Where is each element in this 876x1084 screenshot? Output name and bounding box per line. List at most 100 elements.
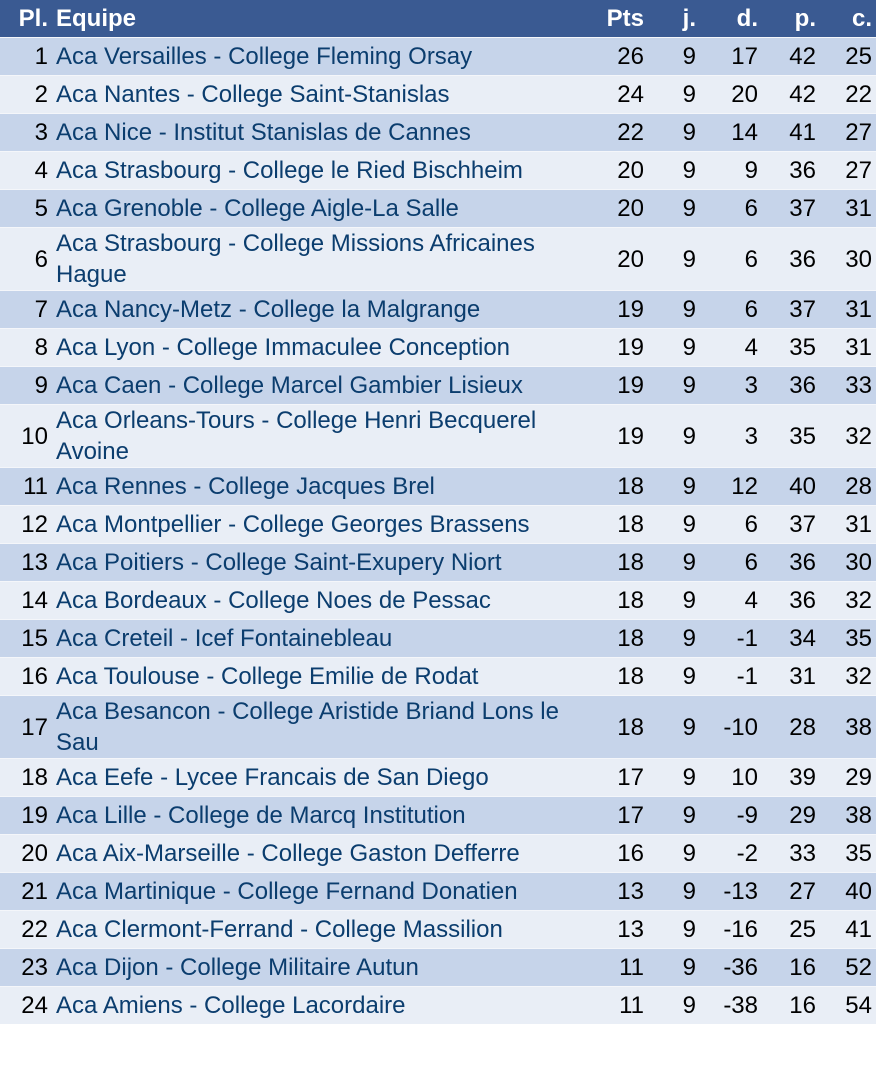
table-row: 7 Aca Nancy-Metz - College la Malgrange 19…	[0, 290, 876, 329]
cell-points: 26	[584, 37, 648, 76]
header-played[interactable]: j.	[648, 0, 700, 38]
cell-for: 42	[762, 75, 820, 114]
table-row: 16 Aca Toulouse - College Emilie de Rodat…	[0, 657, 876, 696]
cell-against: 35	[820, 834, 876, 873]
cell-difference: -2	[700, 834, 762, 873]
cell-team[interactable]: Aca Montpellier - College Georges Brasse…	[52, 505, 584, 544]
cell-difference: 4	[700, 581, 762, 620]
cell-place: 1	[0, 37, 52, 76]
cell-place: 22	[0, 910, 52, 949]
cell-team[interactable]: Aca Lille - College de Marcq Institution	[52, 796, 584, 835]
cell-for: 29	[762, 796, 820, 835]
cell-team[interactable]: Aca Nancy-Metz - College la Malgrange	[52, 290, 584, 329]
cell-for: 16	[762, 948, 820, 987]
cell-team[interactable]: Aca Lyon - College Immaculee Conception	[52, 328, 584, 367]
cell-place: 10	[0, 404, 52, 468]
cell-team[interactable]: Aca Clermont-Ferrand - College Massilion	[52, 910, 584, 949]
cell-against: 32	[820, 404, 876, 468]
cell-team[interactable]: Aca Poitiers - College Saint-Exupery Nio…	[52, 543, 584, 582]
cell-team[interactable]: Aca Strasbourg - College le Ried Bischhe…	[52, 151, 584, 190]
cell-difference: 14	[700, 113, 762, 152]
header-for[interactable]: p.	[762, 0, 820, 38]
cell-for: 16	[762, 986, 820, 1024]
cell-difference: 12	[700, 467, 762, 506]
cell-place: 21	[0, 872, 52, 911]
cell-place: 18	[0, 758, 52, 797]
cell-place: 20	[0, 834, 52, 873]
cell-points: 17	[584, 758, 648, 797]
cell-played: 9	[648, 505, 700, 544]
cell-difference: -36	[700, 948, 762, 987]
cell-difference: 6	[700, 290, 762, 329]
cell-against: 27	[820, 113, 876, 152]
cell-for: 25	[762, 910, 820, 949]
cell-played: 9	[648, 619, 700, 658]
cell-for: 40	[762, 467, 820, 506]
cell-team[interactable]: Aca Bordeaux - College Noes de Pessac	[52, 581, 584, 620]
cell-played: 9	[648, 948, 700, 987]
header-points[interactable]: Pts	[584, 0, 648, 38]
table-row: 5 Aca Grenoble - College Aigle-La Salle 20…	[0, 189, 876, 228]
cell-played: 9	[648, 404, 700, 468]
cell-team[interactable]: Aca Orleans-Tours - College Henri Becque…	[52, 404, 584, 468]
table-row: 8 Aca Lyon - College Immaculee Conception…	[0, 328, 876, 367]
cell-played: 9	[648, 986, 700, 1024]
cell-team[interactable]: Aca Creteil - Icef Fontainebleau	[52, 619, 584, 658]
cell-against: 32	[820, 581, 876, 620]
cell-place: 8	[0, 328, 52, 367]
cell-place: 3	[0, 113, 52, 152]
cell-played: 9	[648, 834, 700, 873]
cell-team[interactable]: Aca Versailles - College Fleming Orsay	[52, 37, 584, 76]
cell-against: 54	[820, 986, 876, 1024]
table-row: 20 Aca Aix-Marseille - College Gaston Def…	[0, 834, 876, 873]
header-place[interactable]: Pl.	[0, 0, 52, 38]
cell-against: 52	[820, 948, 876, 987]
cell-team[interactable]: Aca Toulouse - College Emilie de Rodat	[52, 657, 584, 696]
cell-played: 9	[648, 151, 700, 190]
cell-team[interactable]: Aca Amiens - College Lacordaire	[52, 986, 584, 1024]
table-row: 9 Aca Caen - College Marcel Gambier Lisie…	[0, 366, 876, 405]
cell-for: 36	[762, 151, 820, 190]
cell-against: 38	[820, 796, 876, 835]
cell-played: 9	[648, 543, 700, 582]
cell-for: 31	[762, 657, 820, 696]
cell-difference: 3	[700, 366, 762, 405]
cell-team[interactable]: Aca Strasbourg - College Missions Africa…	[52, 227, 584, 291]
cell-difference: 6	[700, 227, 762, 291]
cell-team[interactable]: Aca Rennes - College Jacques Brel	[52, 467, 584, 506]
cell-team[interactable]: Aca Besancon - College Aristide Briand L…	[52, 695, 584, 759]
header-against[interactable]: c.	[820, 0, 876, 38]
cell-difference: 3	[700, 404, 762, 468]
cell-place: 15	[0, 619, 52, 658]
cell-points: 20	[584, 151, 648, 190]
cell-place: 4	[0, 151, 52, 190]
cell-team[interactable]: Aca Nantes - College Saint-Stanislas	[52, 75, 584, 114]
cell-team[interactable]: Aca Eefe - Lycee Francais de San Diego	[52, 758, 584, 797]
cell-team[interactable]: Aca Nice - Institut Stanislas de Cannes	[52, 113, 584, 152]
cell-place: 7	[0, 290, 52, 329]
cell-team[interactable]: Aca Martinique - College Fernand Donatie…	[52, 872, 584, 911]
cell-team[interactable]: Aca Grenoble - College Aigle-La Salle	[52, 189, 584, 228]
cell-played: 9	[648, 467, 700, 506]
cell-team[interactable]: Aca Aix-Marseille - College Gaston Deffe…	[52, 834, 584, 873]
cell-points: 19	[584, 290, 648, 329]
cell-place: 19	[0, 796, 52, 835]
cell-points: 19	[584, 404, 648, 468]
cell-points: 20	[584, 189, 648, 228]
table-row: 14 Aca Bordeaux - College Noes de Pessac 1…	[0, 581, 876, 620]
table-row: 23 Aca Dijon - College Militaire Autun 11 9…	[0, 948, 876, 987]
cell-team[interactable]: Aca Caen - College Marcel Gambier Lisieu…	[52, 366, 584, 405]
cell-played: 9	[648, 366, 700, 405]
cell-played: 9	[648, 227, 700, 291]
cell-place: 13	[0, 543, 52, 582]
cell-against: 27	[820, 151, 876, 190]
cell-difference: 6	[700, 189, 762, 228]
cell-difference: -1	[700, 657, 762, 696]
cell-points: 18	[584, 543, 648, 582]
cell-place: 5	[0, 189, 52, 228]
cell-team[interactable]: Aca Dijon - College Militaire Autun	[52, 948, 584, 987]
cell-against: 32	[820, 657, 876, 696]
header-team[interactable]: Equipe	[52, 0, 584, 38]
header-difference[interactable]: d.	[700, 0, 762, 38]
cell-points: 20	[584, 227, 648, 291]
